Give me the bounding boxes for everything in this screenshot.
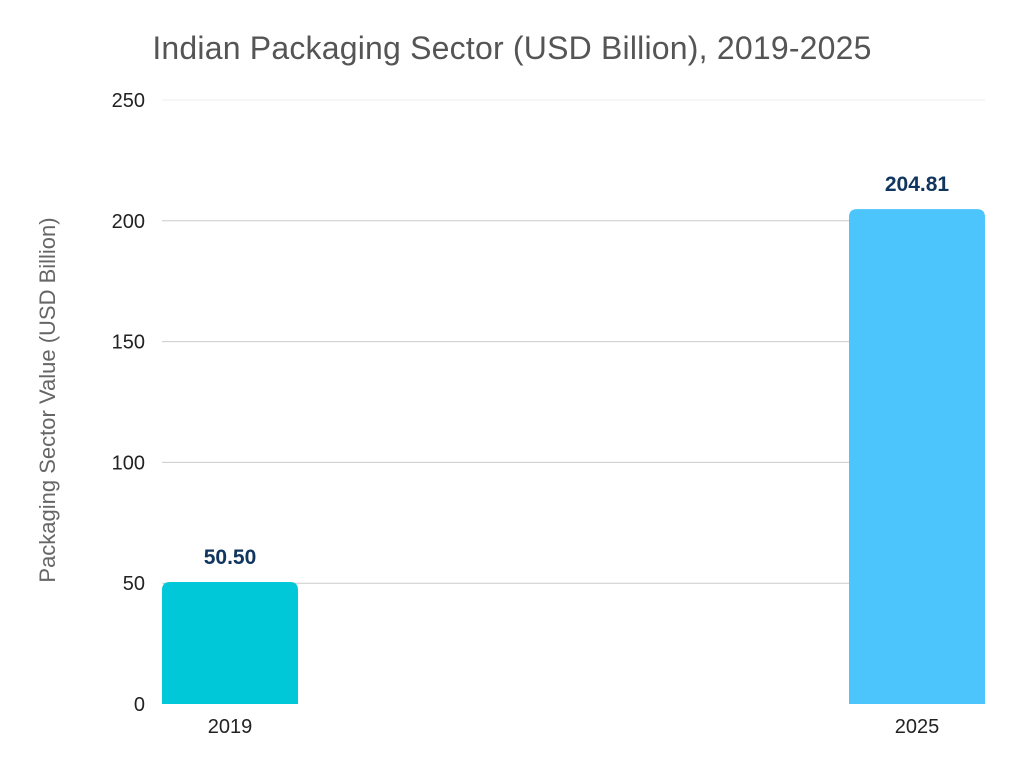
y-tick-label: 100 [112, 452, 145, 474]
data-label: 50.50 [204, 546, 257, 569]
y-tick-label: 50 [123, 573, 145, 595]
x-tick-label: 2025 [895, 716, 940, 738]
data-labels: 50.50 204.81 [204, 173, 950, 569]
bars [162, 209, 985, 704]
bar [849, 209, 985, 704]
bar [162, 581, 298, 704]
y-tick-label: 200 [112, 211, 145, 233]
y-axis-ticks: 0 50 100 150 200 250 [112, 90, 145, 716]
y-tick-label: 0 [134, 694, 145, 716]
x-tick-label: 2019 [208, 716, 253, 738]
gridlines [162, 99, 985, 584]
data-label: 204.81 [885, 173, 950, 196]
x-axis-ticks: 2019 2025 [208, 716, 940, 738]
y-tick-label: 250 [112, 90, 145, 112]
y-tick-label: 150 [112, 332, 145, 354]
chart-title: Indian Packaging Sector (USD Billion), 2… [152, 30, 872, 66]
